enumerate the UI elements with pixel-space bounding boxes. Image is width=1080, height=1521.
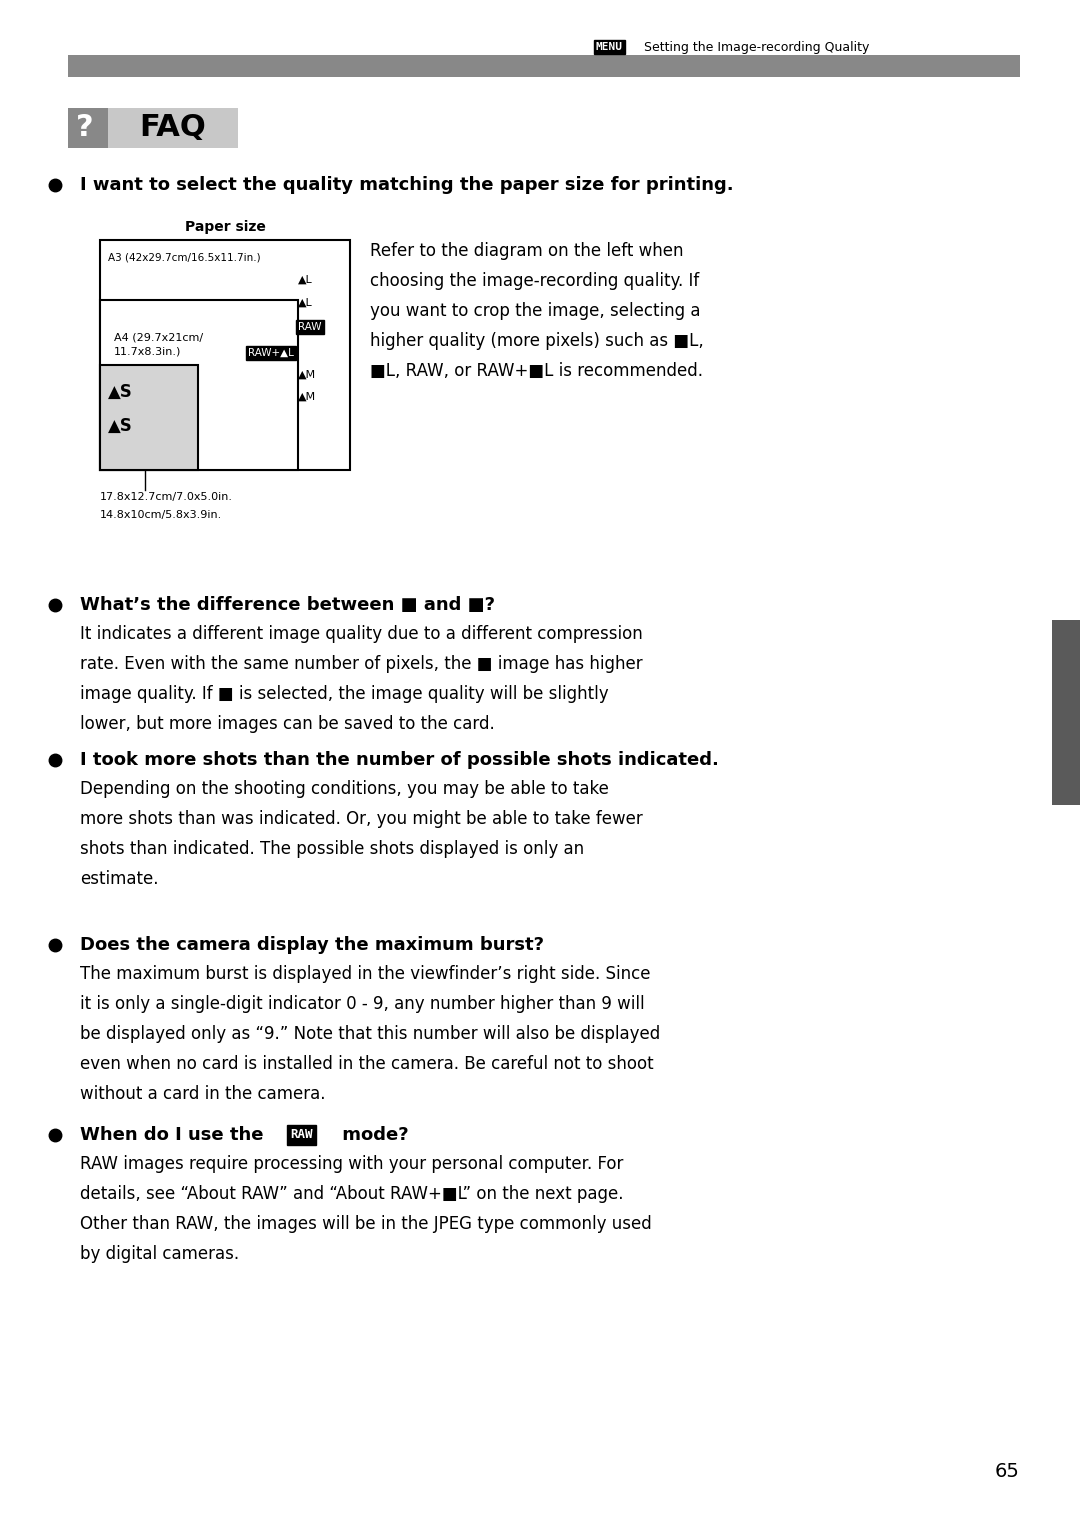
Text: A4 (29.7x21cm/
11.7x8.3in.): A4 (29.7x21cm/ 11.7x8.3in.) — [114, 333, 203, 357]
Text: Paper size: Paper size — [185, 221, 266, 234]
Text: FAQ: FAQ — [139, 114, 206, 143]
Text: 65: 65 — [995, 1462, 1020, 1481]
Text: I took more shots than the number of possible shots indicated.: I took more shots than the number of pos… — [80, 751, 719, 770]
Bar — [100, 300, 298, 470]
Text: RAW images require processing with your personal computer. For: RAW images require processing with your … — [80, 1154, 623, 1173]
Text: Does the camera display the maximum burst?: Does the camera display the maximum burs… — [80, 935, 544, 954]
Bar — [108, 108, 238, 148]
Text: A3 (42x29.7cm/16.5x11.7in.): A3 (42x29.7cm/16.5x11.7in.) — [108, 252, 260, 262]
Text: RAW: RAW — [291, 1129, 312, 1141]
Text: more shots than was indicated. Or, you might be able to take fewer: more shots than was indicated. Or, you m… — [80, 811, 643, 827]
Text: Other than RAW, the images will be in the JPEG type commonly used: Other than RAW, the images will be in th… — [80, 1215, 651, 1234]
Text: lower, but more images can be saved to the card.: lower, but more images can be saved to t… — [80, 715, 495, 733]
Bar — [68, 108, 108, 148]
Text: It indicates a different image quality due to a different compression: It indicates a different image quality d… — [80, 625, 643, 643]
Bar — [100, 365, 198, 470]
Text: When do I use the: When do I use the — [80, 1126, 270, 1144]
Text: even when no card is installed in the camera. Be careful not to shoot: even when no card is installed in the ca… — [80, 1056, 653, 1072]
Text: image quality. If ■ is selected, the image quality will be slightly: image quality. If ■ is selected, the ima… — [80, 684, 609, 703]
Text: you want to crop the image, selecting a: you want to crop the image, selecting a — [370, 303, 701, 319]
Text: 14.8x10cm/5.8x3.9in.: 14.8x10cm/5.8x3.9in. — [100, 510, 222, 520]
Text: ?: ? — [76, 114, 94, 143]
Text: shots than indicated. The possible shots displayed is only an: shots than indicated. The possible shots… — [80, 840, 584, 858]
Text: estimate.: estimate. — [80, 870, 159, 888]
Text: ■L, RAW, or RAW+■L is recommended.: ■L, RAW, or RAW+■L is recommended. — [370, 362, 703, 380]
Text: What’s the difference between ■ and ■?: What’s the difference between ■ and ■? — [80, 596, 495, 614]
Text: rate. Even with the same number of pixels, the ■ image has higher: rate. Even with the same number of pixel… — [80, 656, 643, 672]
Text: ▲L: ▲L — [298, 275, 313, 284]
Text: it is only a single-digit indicator 0 - 9, any number higher than 9 will: it is only a single-digit indicator 0 - … — [80, 995, 645, 1013]
Bar — [100, 240, 350, 470]
Text: ▲S: ▲S — [108, 417, 133, 435]
Text: be displayed only as “9.” Note that this number will also be displayed: be displayed only as “9.” Note that this… — [80, 1025, 660, 1043]
Text: I want to select the quality matching the paper size for printing.: I want to select the quality matching th… — [80, 176, 733, 195]
Text: 17.8x12.7cm/7.0x5.0in.: 17.8x12.7cm/7.0x5.0in. — [100, 491, 233, 502]
Text: ▲M: ▲M — [298, 370, 316, 380]
Text: Depending on the shooting conditions, you may be able to take: Depending on the shooting conditions, yo… — [80, 780, 609, 799]
Text: ▲L: ▲L — [298, 298, 313, 307]
Text: The maximum burst is displayed in the viewfinder’s right side. Since: The maximum burst is displayed in the vi… — [80, 964, 650, 983]
Text: Refer to the diagram on the left when: Refer to the diagram on the left when — [370, 242, 684, 260]
Text: details, see “About RAW” and “About RAW+■L” on the next page.: details, see “About RAW” and “About RAW+… — [80, 1185, 623, 1203]
Bar — [1052, 621, 1080, 805]
Bar — [68, 55, 1020, 78]
Text: mode?: mode? — [336, 1126, 408, 1144]
Text: ▲M: ▲M — [298, 392, 316, 402]
Text: higher quality (more pixels) such as ■L,: higher quality (more pixels) such as ■L, — [370, 332, 704, 350]
Text: ▲S: ▲S — [108, 383, 133, 402]
Text: without a card in the camera.: without a card in the camera. — [80, 1084, 325, 1103]
Text: Setting the Image-recording Quality: Setting the Image-recording Quality — [640, 41, 869, 53]
Text: choosing the image-recording quality. If: choosing the image-recording quality. If — [370, 272, 699, 291]
Text: by digital cameras.: by digital cameras. — [80, 1246, 239, 1262]
Text: RAW: RAW — [298, 322, 322, 332]
Text: MENU: MENU — [596, 43, 623, 52]
Text: RAW+▲L: RAW+▲L — [248, 348, 294, 357]
